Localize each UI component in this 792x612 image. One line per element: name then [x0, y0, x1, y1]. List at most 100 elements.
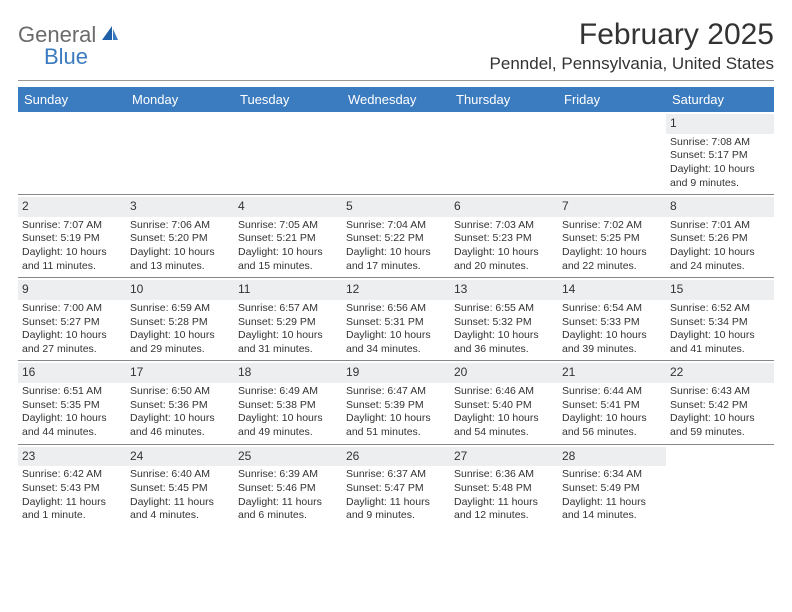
- cell-daylight2: and 34 minutes.: [346, 343, 446, 357]
- cell-sunset: Sunset: 5:22 PM: [346, 232, 446, 246]
- day-number: 15: [666, 280, 774, 300]
- cell-daylight1: Daylight: 10 hours: [346, 329, 446, 343]
- cell-sunset: Sunset: 5:20 PM: [130, 232, 230, 246]
- cell-daylight1: Daylight: 10 hours: [562, 329, 662, 343]
- day-number: 16: [18, 363, 126, 383]
- cell-sunrise: Sunrise: 6:52 AM: [670, 302, 770, 316]
- cell-sunrise: Sunrise: 6:46 AM: [454, 385, 554, 399]
- cell-sunrise: Sunrise: 7:02 AM: [562, 219, 662, 233]
- cell-sunset: Sunset: 5:26 PM: [670, 232, 770, 246]
- cell-daylight2: and 9 minutes.: [346, 509, 446, 523]
- cell-sunset: Sunset: 5:39 PM: [346, 399, 446, 413]
- cell-daylight2: and 20 minutes.: [454, 260, 554, 274]
- month-title: February 2025: [490, 18, 774, 52]
- cell-daylight1: Daylight: 10 hours: [454, 246, 554, 260]
- cell-daylight1: Daylight: 10 hours: [22, 246, 122, 260]
- cell-sunrise: Sunrise: 7:08 AM: [670, 136, 770, 150]
- cell-daylight2: and 46 minutes.: [130, 426, 230, 440]
- cell-sunrise: Sunrise: 7:04 AM: [346, 219, 446, 233]
- calendar-cell: 17Sunrise: 6:50 AMSunset: 5:36 PMDayligh…: [126, 360, 234, 443]
- day-of-week-header: Tuesday: [234, 87, 342, 112]
- calendar-cell: 14Sunrise: 6:54 AMSunset: 5:33 PMDayligh…: [558, 277, 666, 360]
- calendar-cell: 18Sunrise: 6:49 AMSunset: 5:38 PMDayligh…: [234, 360, 342, 443]
- calendar-cell-empty: [126, 112, 234, 194]
- day-number: 11: [234, 280, 342, 300]
- calendar-cell: 26Sunrise: 6:37 AMSunset: 5:47 PMDayligh…: [342, 444, 450, 527]
- cell-daylight2: and 39 minutes.: [562, 343, 662, 357]
- cell-sunrise: Sunrise: 6:44 AM: [562, 385, 662, 399]
- cell-daylight2: and 1 minute.: [22, 509, 122, 523]
- calendar-cell: 10Sunrise: 6:59 AMSunset: 5:28 PMDayligh…: [126, 277, 234, 360]
- cell-sunset: Sunset: 5:49 PM: [562, 482, 662, 496]
- cell-sunrise: Sunrise: 6:47 AM: [346, 385, 446, 399]
- calendar-cell: 13Sunrise: 6:55 AMSunset: 5:32 PMDayligh…: [450, 277, 558, 360]
- cell-sunset: Sunset: 5:40 PM: [454, 399, 554, 413]
- cell-daylight1: Daylight: 10 hours: [562, 246, 662, 260]
- logo: General Blue: [18, 18, 120, 48]
- cell-daylight1: Daylight: 10 hours: [454, 329, 554, 343]
- cell-sunrise: Sunrise: 6:51 AM: [22, 385, 122, 399]
- cell-daylight1: Daylight: 10 hours: [238, 412, 338, 426]
- cell-daylight1: Daylight: 11 hours: [238, 496, 338, 510]
- logo-text-blue: Blue: [44, 44, 88, 70]
- cell-daylight2: and 49 minutes.: [238, 426, 338, 440]
- day-number: 17: [126, 363, 234, 383]
- cell-daylight1: Daylight: 10 hours: [454, 412, 554, 426]
- cell-sunset: Sunset: 5:38 PM: [238, 399, 338, 413]
- cell-sunrise: Sunrise: 6:39 AM: [238, 468, 338, 482]
- cell-sunset: Sunset: 5:33 PM: [562, 316, 662, 330]
- day-number: 1: [666, 114, 774, 134]
- calendar-cell: 19Sunrise: 6:47 AMSunset: 5:39 PMDayligh…: [342, 360, 450, 443]
- calendar-cell: 27Sunrise: 6:36 AMSunset: 5:48 PMDayligh…: [450, 444, 558, 527]
- cell-daylight1: Daylight: 10 hours: [238, 246, 338, 260]
- calendar-cell: 3Sunrise: 7:06 AMSunset: 5:20 PMDaylight…: [126, 194, 234, 277]
- cell-sunset: Sunset: 5:41 PM: [562, 399, 662, 413]
- calendar-cell: 23Sunrise: 6:42 AMSunset: 5:43 PMDayligh…: [18, 444, 126, 527]
- calendar-cell: 11Sunrise: 6:57 AMSunset: 5:29 PMDayligh…: [234, 277, 342, 360]
- cell-sunset: Sunset: 5:25 PM: [562, 232, 662, 246]
- cell-sunrise: Sunrise: 7:05 AM: [238, 219, 338, 233]
- day-number: 12: [342, 280, 450, 300]
- day-number: 7: [558, 197, 666, 217]
- cell-sunset: Sunset: 5:29 PM: [238, 316, 338, 330]
- cell-daylight2: and 4 minutes.: [130, 509, 230, 523]
- cell-sunrise: Sunrise: 6:37 AM: [346, 468, 446, 482]
- calendar-cell: 15Sunrise: 6:52 AMSunset: 5:34 PMDayligh…: [666, 277, 774, 360]
- calendar-cell: 5Sunrise: 7:04 AMSunset: 5:22 PMDaylight…: [342, 194, 450, 277]
- day-number: 24: [126, 447, 234, 467]
- calendar-cell: 24Sunrise: 6:40 AMSunset: 5:45 PMDayligh…: [126, 444, 234, 527]
- cell-daylight2: and 6 minutes.: [238, 509, 338, 523]
- calendar-cell: 25Sunrise: 6:39 AMSunset: 5:46 PMDayligh…: [234, 444, 342, 527]
- cell-daylight2: and 9 minutes.: [670, 177, 770, 191]
- cell-sunset: Sunset: 5:36 PM: [130, 399, 230, 413]
- cell-daylight1: Daylight: 10 hours: [346, 412, 446, 426]
- calendar-cell-empty: [558, 112, 666, 194]
- cell-sunrise: Sunrise: 7:00 AM: [22, 302, 122, 316]
- cell-daylight1: Daylight: 10 hours: [22, 329, 122, 343]
- cell-sunset: Sunset: 5:48 PM: [454, 482, 554, 496]
- calendar-cell: 28Sunrise: 6:34 AMSunset: 5:49 PMDayligh…: [558, 444, 666, 527]
- calendar-cell: 12Sunrise: 6:56 AMSunset: 5:31 PMDayligh…: [342, 277, 450, 360]
- day-number: 13: [450, 280, 558, 300]
- cell-daylight2: and 56 minutes.: [562, 426, 662, 440]
- divider: [18, 80, 774, 81]
- calendar-cell: 4 Sunrise: 7:05 AMSunset: 5:21 PMDaylight…: [234, 194, 342, 277]
- cell-sunset: Sunset: 5:21 PM: [238, 232, 338, 246]
- cell-daylight2: and 44 minutes.: [22, 426, 122, 440]
- cell-daylight1: Daylight: 10 hours: [346, 246, 446, 260]
- cell-sunrise: Sunrise: 6:55 AM: [454, 302, 554, 316]
- day-number: 27: [450, 447, 558, 467]
- day-number: 4: [234, 197, 342, 217]
- cell-daylight1: Daylight: 10 hours: [238, 329, 338, 343]
- cell-daylight2: and 31 minutes.: [238, 343, 338, 357]
- day-of-week-header: Monday: [126, 87, 234, 112]
- cell-daylight2: and 36 minutes.: [454, 343, 554, 357]
- calendar-cell-empty: [450, 112, 558, 194]
- cell-sunrise: Sunrise: 7:03 AM: [454, 219, 554, 233]
- calendar-cell: 2Sunrise: 7:07 AMSunset: 5:19 PMDaylight…: [18, 194, 126, 277]
- cell-sunset: Sunset: 5:27 PM: [22, 316, 122, 330]
- cell-daylight2: and 22 minutes.: [562, 260, 662, 274]
- day-number: 18: [234, 363, 342, 383]
- cell-sunrise: Sunrise: 7:06 AM: [130, 219, 230, 233]
- cell-daylight1: Daylight: 10 hours: [670, 412, 770, 426]
